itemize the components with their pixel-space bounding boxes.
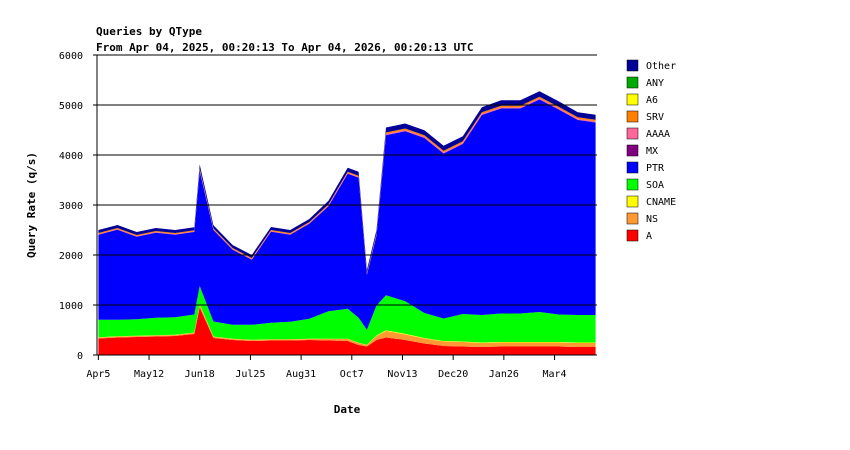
legend-swatch-any — [626, 76, 639, 89]
x-tick-label: Jun18 — [185, 369, 215, 380]
legend-swatch-other — [626, 59, 639, 72]
y-tick-label: 4000 — [59, 151, 83, 162]
legend-swatch-a6 — [626, 93, 639, 106]
x-tick-label: Oct7 — [340, 369, 364, 380]
legend-swatch-ns — [626, 212, 639, 225]
legend-swatch-ptr — [626, 161, 639, 174]
chart-subtitle: From Apr 04, 2025, 00:20:13 To Apr 04, 2… — [96, 41, 474, 54]
legend-label-ns: NS — [646, 214, 658, 225]
legend-label-other: Other — [646, 61, 676, 72]
y-tick-label: 6000 — [59, 51, 83, 62]
legend-swatch-aaaa — [626, 127, 639, 140]
x-tick-label: Aug31 — [286, 369, 316, 380]
x-tick-label: Nov13 — [387, 369, 417, 380]
x-tick-label: Jul25 — [235, 369, 265, 380]
series-area-a — [98, 307, 596, 355]
y-tick-label: 5000 — [59, 101, 83, 112]
y-tick-label: 2000 — [59, 251, 83, 262]
x-axis-title: Date — [334, 403, 361, 416]
legend-label-ptr: PTR — [646, 163, 665, 174]
legend-swatch-a — [626, 229, 639, 242]
legend: Other ANY A6 SRV AAAA MX PTR SOA CNAME NS A — [626, 59, 676, 242]
legend-swatch-soa — [626, 178, 639, 191]
gridlines — [97, 54, 597, 306]
legend-label-a6: A6 — [646, 95, 658, 106]
y-tick-label: 3000 — [59, 201, 83, 212]
legend-label-a: A — [646, 231, 652, 242]
series-area-ptr — [98, 99, 596, 330]
x-tick-label: Jan26 — [489, 369, 519, 380]
y-axis-title: Query Rate (q/s) — [25, 152, 38, 258]
x-tick-label: May12 — [134, 369, 164, 380]
legend-swatch-cname — [626, 195, 639, 208]
plot-area — [98, 91, 596, 355]
x-tick-label: Mar4 — [542, 369, 566, 380]
legend-label-any: ANY — [646, 78, 664, 89]
series-area-soa — [98, 286, 596, 345]
chart-title: Queries by QType — [96, 25, 202, 38]
legend-label-mx: MX — [646, 146, 658, 157]
legend-swatch-srv — [626, 110, 639, 123]
legend-label-cname: CNAME — [646, 197, 676, 208]
x-tick-label: Dec20 — [438, 369, 468, 380]
y-tick-label: 0 — [77, 351, 83, 362]
legend-label-aaaa: AAAA — [646, 129, 670, 140]
legend-label-srv: SRV — [646, 112, 664, 123]
y-tick-label: 1000 — [59, 301, 83, 312]
legend-swatch-mx — [626, 144, 639, 157]
axes: 0 1000 2000 3000 4000 5000 6000 Apr5 May12 Jun18 J… — [59, 51, 597, 380]
series-area-ns — [98, 304, 596, 347]
legend-label-soa: SOA — [646, 180, 664, 191]
x-tick-label: Apr5 — [86, 369, 110, 380]
